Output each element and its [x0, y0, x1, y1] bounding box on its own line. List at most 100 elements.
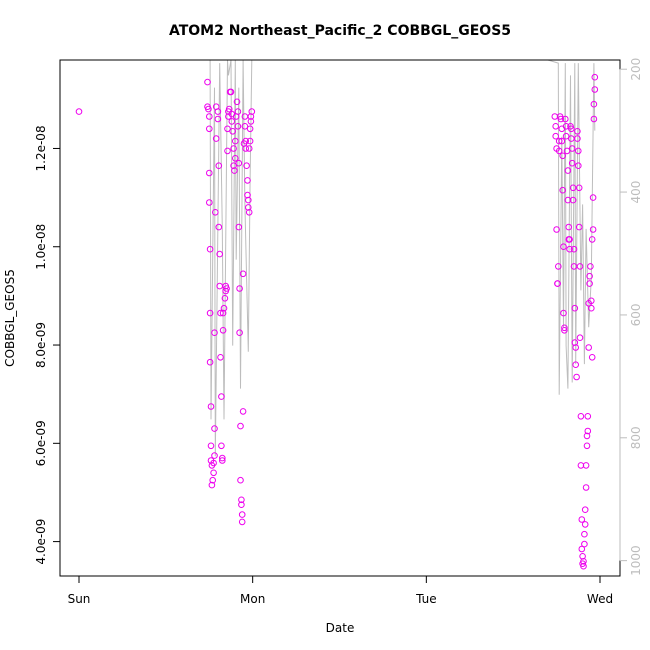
data-point	[580, 562, 587, 570]
data-point	[238, 511, 246, 518]
data-point	[228, 118, 236, 125]
data-point	[584, 413, 592, 420]
data-point	[204, 78, 211, 86]
data-point	[589, 226, 597, 233]
y2-axis: 200 400 600 800 1000	[619, 58, 643, 576]
data-point	[573, 373, 580, 381]
data-point	[215, 223, 223, 231]
data-point	[555, 137, 563, 145]
data-point	[239, 270, 247, 278]
data-point	[206, 199, 213, 206]
data-point	[588, 304, 595, 312]
data-point	[206, 358, 214, 366]
data-point	[568, 135, 575, 142]
data-point	[581, 530, 588, 538]
data-point	[583, 442, 591, 450]
data-point	[227, 88, 235, 96]
chart-title: ATOM2 Northeast_Pacific_2 COBBGL_GEOS5	[169, 23, 511, 39]
data-point	[245, 209, 253, 216]
data-point	[210, 459, 217, 467]
data-point	[232, 137, 239, 145]
data-point	[212, 135, 220, 142]
data-point	[571, 339, 579, 346]
y-tick-label: 6.0e-09	[34, 420, 48, 466]
data-point	[583, 432, 591, 440]
data-point	[219, 457, 226, 464]
y-tick-label: 8.0e-09	[34, 322, 48, 368]
y-tick-label: 4.0e-09	[34, 519, 48, 565]
data-point	[554, 280, 561, 287]
data-point	[206, 169, 213, 177]
data-point	[562, 123, 570, 130]
data-point	[238, 501, 245, 509]
data-point	[551, 113, 559, 120]
data-point	[557, 115, 565, 123]
data-point	[558, 137, 566, 145]
data-point	[231, 167, 238, 174]
data-point	[582, 462, 590, 469]
data-point	[580, 558, 587, 565]
data-point	[582, 484, 590, 491]
data-point	[588, 354, 596, 361]
data-point	[211, 425, 218, 432]
data-point	[229, 128, 236, 135]
data-point	[246, 125, 254, 133]
data-point	[559, 186, 567, 194]
pressure-line-1	[547, 59, 596, 395]
data-point	[581, 506, 589, 514]
data-point	[217, 354, 224, 361]
data-point	[584, 427, 592, 435]
data-point	[591, 73, 599, 81]
x-tick-label: Wed	[587, 592, 613, 606]
data-point	[206, 125, 213, 133]
data-point	[211, 452, 218, 459]
data-point	[210, 469, 217, 477]
data-point	[588, 236, 596, 243]
data-point	[576, 334, 584, 342]
data-point	[565, 223, 573, 231]
data-point	[206, 309, 214, 317]
x-tick-label: Tue	[415, 592, 437, 606]
data-point	[560, 243, 567, 250]
data-point	[245, 196, 252, 204]
data-point	[245, 204, 252, 211]
data-point	[221, 295, 229, 302]
data-point	[246, 137, 254, 145]
data-point	[234, 108, 242, 115]
data-point	[243, 162, 250, 169]
data-point	[235, 159, 243, 167]
data-point	[216, 250, 223, 258]
data-point	[220, 304, 228, 312]
data-point	[578, 545, 586, 553]
data-point	[237, 422, 244, 430]
data-point	[214, 108, 222, 115]
data-point	[223, 285, 230, 292]
y-tick-label: 1.0e-08	[34, 224, 48, 270]
data-point	[588, 297, 595, 305]
data-point	[212, 209, 219, 216]
data-point	[241, 123, 249, 130]
data-point	[207, 442, 215, 450]
data-point	[561, 324, 568, 332]
data-point	[224, 125, 231, 133]
data-point	[560, 309, 567, 317]
data-point	[238, 496, 245, 504]
y2-tick-label: 800	[629, 426, 643, 449]
data-point	[563, 147, 571, 155]
data-point	[578, 516, 586, 523]
data-point	[247, 113, 255, 120]
data-point	[575, 223, 583, 231]
data-point	[574, 128, 581, 135]
data-point	[247, 118, 255, 125]
data-point	[232, 155, 239, 162]
data-point	[559, 152, 567, 160]
x-axis: Sun Mon Tue Wed	[68, 575, 613, 606]
data-point	[552, 123, 560, 130]
data-point	[215, 162, 223, 169]
data-point	[587, 263, 594, 270]
data-point	[562, 115, 569, 123]
data-point	[562, 132, 570, 140]
data-point	[581, 540, 588, 548]
data-point	[561, 327, 568, 334]
